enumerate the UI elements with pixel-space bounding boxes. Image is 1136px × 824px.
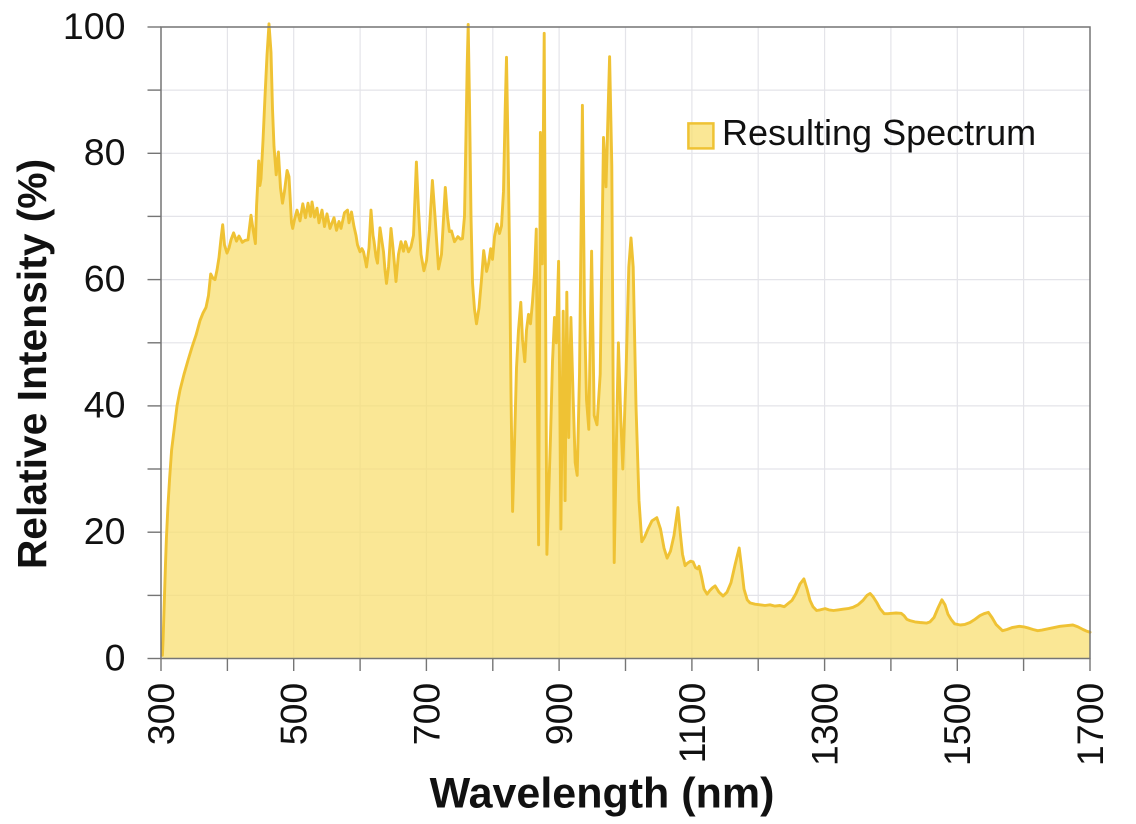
svg-text:Resulting Spectrum: Resulting Spectrum bbox=[722, 112, 1036, 153]
svg-text:Wavelength (nm): Wavelength (nm) bbox=[430, 770, 775, 818]
svg-text:1700: 1700 bbox=[1069, 683, 1111, 766]
svg-text:100: 100 bbox=[63, 5, 126, 47]
svg-text:Relative Intensity (%): Relative Intensity (%) bbox=[9, 159, 55, 569]
svg-text:0: 0 bbox=[105, 636, 126, 678]
svg-text:40: 40 bbox=[84, 384, 126, 426]
svg-text:1300: 1300 bbox=[804, 683, 846, 766]
svg-text:900: 900 bbox=[538, 683, 580, 746]
svg-text:1500: 1500 bbox=[936, 683, 978, 766]
svg-text:700: 700 bbox=[405, 683, 447, 746]
svg-text:500: 500 bbox=[273, 683, 315, 746]
svg-text:80: 80 bbox=[84, 131, 126, 173]
svg-text:60: 60 bbox=[84, 257, 126, 299]
svg-text:20: 20 bbox=[84, 510, 126, 552]
svg-text:300: 300 bbox=[140, 683, 182, 746]
svg-text:1100: 1100 bbox=[671, 683, 713, 764]
